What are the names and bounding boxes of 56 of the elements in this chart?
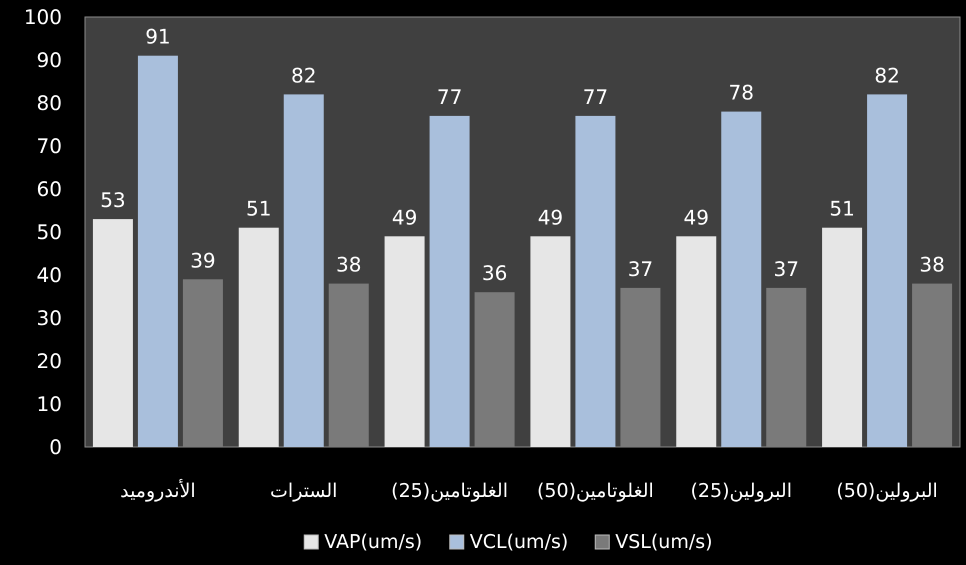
- bar: [328, 284, 369, 447]
- bar: [284, 94, 324, 447]
- x-tick-label: (50)الغلوتامين: [537, 480, 654, 502]
- x-tick-label: (25)الغلوتامين: [391, 480, 508, 502]
- data-label: 39: [190, 248, 216, 272]
- data-label: 82: [291, 63, 316, 88]
- y-tick-label: 10: [36, 392, 62, 416]
- bar: [384, 236, 425, 447]
- data-label: 38: [919, 252, 945, 277]
- data-label: 36: [482, 261, 508, 286]
- legend-label: VAP(um/s): [324, 531, 422, 553]
- data-label: 82: [874, 63, 900, 88]
- data-label: 91: [145, 24, 171, 49]
- data-label: 38: [336, 252, 362, 277]
- bar: [92, 219, 133, 447]
- bar: [867, 94, 908, 447]
- bar: [620, 288, 660, 447]
- y-tick-label: 100: [24, 5, 62, 29]
- data-label: 77: [582, 84, 608, 109]
- data-label: 49: [392, 205, 418, 230]
- bar: [182, 279, 223, 447]
- bar: [721, 112, 762, 447]
- x-tick-label: (25)البرولين: [690, 480, 792, 502]
- data-label: 37: [774, 256, 799, 281]
- bar: [530, 236, 570, 447]
- bar: [575, 116, 616, 447]
- y-tick-label: 60: [36, 177, 62, 201]
- data-label: 78: [728, 80, 754, 105]
- y-tick-label: 50: [36, 220, 62, 244]
- bar: [676, 236, 716, 447]
- legend-label: VSL(um/s): [615, 531, 713, 553]
- data-label: 51: [246, 196, 272, 221]
- y-tick-label: 30: [36, 306, 62, 330]
- bar: [238, 228, 279, 447]
- legend-label: VCL(um/s): [470, 531, 568, 553]
- y-tick-label: 20: [36, 349, 62, 373]
- y-tick-label: 90: [36, 48, 62, 72]
- bar: [912, 284, 952, 447]
- data-label: 37: [628, 256, 654, 281]
- y-tick-label: 80: [36, 91, 62, 115]
- x-tick-label: الأندروميد: [120, 478, 196, 502]
- x-tick-label: السترات: [270, 480, 338, 502]
- x-tick-label: (50)البرولين: [836, 480, 938, 502]
- data-label: 49: [684, 205, 709, 230]
- bar: [474, 292, 515, 447]
- y-tick-label: 0: [49, 435, 62, 459]
- data-label: 49: [538, 205, 564, 230]
- bar: [138, 56, 178, 447]
- bar: [766, 288, 806, 447]
- data-label: 51: [829, 196, 855, 221]
- y-tick-label: 70: [36, 134, 62, 158]
- data-label: 53: [100, 188, 126, 212]
- bar: [822, 228, 862, 447]
- bar: [430, 116, 470, 447]
- y-tick-label: 40: [36, 263, 62, 287]
- data-label: 77: [436, 84, 462, 109]
